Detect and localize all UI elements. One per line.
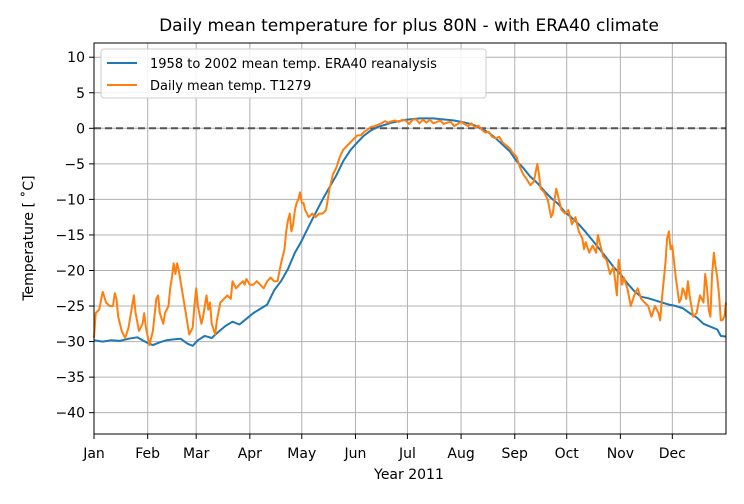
y-tick-label: 5 xyxy=(76,86,85,102)
grid xyxy=(93,43,726,434)
plot-frame xyxy=(93,42,727,435)
x-tick-label: Aug xyxy=(447,446,474,462)
x-tick-label: Jun xyxy=(344,446,367,462)
x-tick-label: Nov xyxy=(607,446,634,462)
chart-title: Daily mean temperature for plus 80N - wi… xyxy=(159,16,659,36)
x-tick-label: Dec xyxy=(659,446,686,462)
series-line-t1279 xyxy=(93,118,727,347)
y-tick-label: 0 xyxy=(76,121,85,137)
y-tick-label: −35 xyxy=(55,370,85,386)
x-axis: Jan Feb Mar Apr May Jun Jul Aug Sep Oct Nov Dec xyxy=(82,434,686,462)
y-axis: 10 5 0 −5 −10 −15 −20 −25 −30 −35 −40 xyxy=(55,50,94,422)
y-tick-label: −25 xyxy=(55,299,85,315)
y-axis-label: Temperature [ ˚C] xyxy=(20,175,37,301)
x-tick-label: May xyxy=(287,446,316,462)
x-tick-label: Jan xyxy=(82,446,105,462)
x-axis-label: Year 2011 xyxy=(373,467,444,483)
legend-box xyxy=(100,48,487,99)
legend: 1958 to 2002 mean temp. ERA40 reanalysis… xyxy=(100,48,487,99)
x-tick-label: Sep xyxy=(502,446,529,462)
y-tick-label: 10 xyxy=(67,50,85,66)
x-tick-label: Mar xyxy=(183,446,210,462)
x-tick-label: Apr xyxy=(238,446,262,462)
y-tick-label: −30 xyxy=(55,335,85,351)
y-tick-label: −5 xyxy=(64,157,85,173)
y-tick-label: −15 xyxy=(55,228,85,244)
x-tick-label: Jul xyxy=(398,446,416,462)
y-tick-label: −10 xyxy=(55,192,85,208)
y-tick-label: −40 xyxy=(55,406,85,422)
series-line-era40 xyxy=(93,117,727,347)
y-tick-label: −20 xyxy=(55,263,85,279)
series-group xyxy=(93,117,727,347)
x-tick-label: Feb xyxy=(135,446,160,462)
legend-label: Daily mean temp. T1279 xyxy=(150,79,311,94)
x-tick-label: Oct xyxy=(555,446,580,462)
legend-label: 1958 to 2002 mean temp. ERA40 reanalysis xyxy=(150,57,437,72)
